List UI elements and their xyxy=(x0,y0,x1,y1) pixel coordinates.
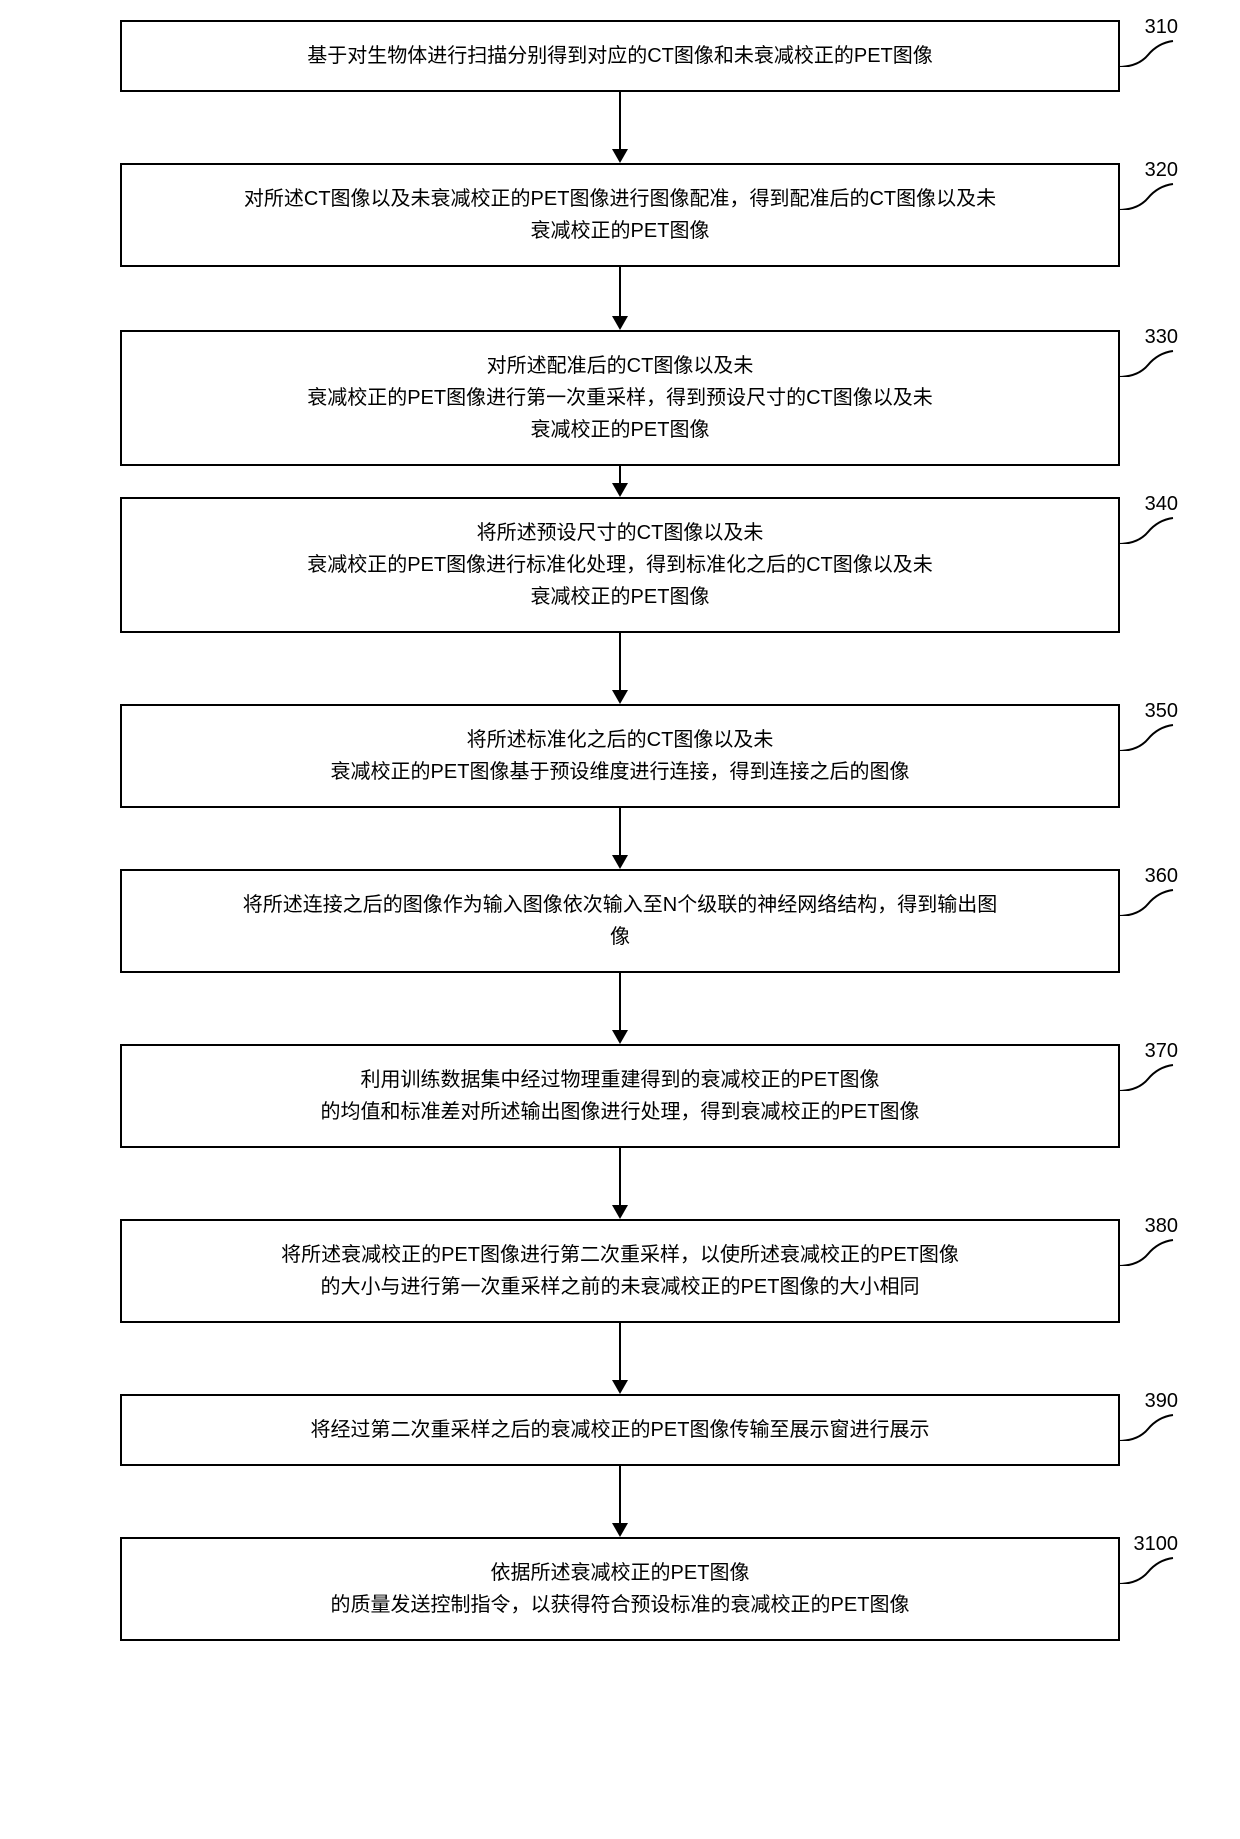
step-350-wrapper: 将所述标准化之后的CT图像以及未衰减校正的PET图像基于预设维度进行连接，得到连… xyxy=(70,704,1170,869)
arrow-down-icon xyxy=(612,973,628,1044)
step-360-text-line: 将所述连接之后的图像作为输入图像依次输入至N个级联的神经网络结构，得到输出图 xyxy=(243,889,997,921)
callout-curve-icon xyxy=(1118,1236,1178,1266)
step-340-label: 340 xyxy=(1145,493,1178,516)
step-370-box: 利用训练数据集中经过物理重建得到的衰减校正的PET图像的均值和标准差对所述输出图… xyxy=(120,1044,1120,1148)
step-3100-box: 依据所述衰减校正的PET图像的质量发送控制指令，以获得符合预设标准的衰减校正的P… xyxy=(120,1537,1120,1641)
flowchart-container: 基于对生物体进行扫描分别得到对应的CT图像和未衰减校正的PET图像310 对所述C… xyxy=(70,20,1170,1641)
arrow-shaft xyxy=(619,973,621,1031)
step-350-label-callout: 350 xyxy=(1118,700,1178,751)
arrow-shaft xyxy=(619,633,621,691)
step-370-text-line: 利用训练数据集中经过物理重建得到的衰减校正的PET图像 xyxy=(361,1064,880,1096)
step-380-text-line: 的大小与进行第一次重采样之前的未衰减校正的PET图像的大小相同 xyxy=(321,1271,920,1303)
step-360-box: 将所述连接之后的图像作为输入图像依次输入至N个级联的神经网络结构，得到输出图像3… xyxy=(120,869,1120,973)
step-320-box: 对所述CT图像以及未衰减校正的PET图像进行图像配准，得到配准后的CT图像以及未… xyxy=(120,163,1120,267)
arrow-head xyxy=(612,1030,628,1044)
step-380-box: 将所述衰减校正的PET图像进行第二次重采样，以使所述衰减校正的PET图像的大小与… xyxy=(120,1219,1120,1323)
callout-curve-icon xyxy=(1118,886,1178,916)
step-310-text-line: 基于对生物体进行扫描分别得到对应的CT图像和未衰减校正的PET图像 xyxy=(307,40,933,72)
step-340-label-callout: 340 xyxy=(1118,493,1178,544)
arrow-head xyxy=(612,690,628,704)
arrow-head xyxy=(612,149,628,163)
arrow-shaft xyxy=(619,1148,621,1206)
arrow-down-icon xyxy=(612,1323,628,1394)
arrow-down-icon xyxy=(612,466,628,497)
callout-curve-icon xyxy=(1118,37,1178,67)
arrow-shaft xyxy=(619,466,621,484)
step-320-text-line: 对所述CT图像以及未衰减校正的PET图像进行图像配准，得到配准后的CT图像以及未 xyxy=(244,183,996,215)
step-350-label: 350 xyxy=(1145,700,1178,723)
arrow-down-icon xyxy=(612,633,628,704)
callout-curve-icon xyxy=(1118,721,1178,751)
arrow-down-icon xyxy=(612,1466,628,1537)
step-350-box: 将所述标准化之后的CT图像以及未衰减校正的PET图像基于预设维度进行连接，得到连… xyxy=(120,704,1120,808)
arrow-head xyxy=(612,1523,628,1537)
step-3100-wrapper: 依据所述衰减校正的PET图像的质量发送控制指令，以获得符合预设标准的衰减校正的P… xyxy=(70,1537,1170,1641)
step-390-label: 390 xyxy=(1145,1390,1178,1413)
step-320-label-callout: 320 xyxy=(1118,159,1178,210)
step-3100-text-line: 依据所述衰减校正的PET图像 xyxy=(491,1557,750,1589)
step-390-box: 将经过第二次重采样之后的衰减校正的PET图像传输至展示窗进行展示390 xyxy=(120,1394,1120,1466)
arrow-down-icon xyxy=(612,92,628,163)
callout-curve-icon xyxy=(1118,1554,1178,1584)
arrow-down-icon xyxy=(612,1148,628,1219)
arrow-down-icon xyxy=(612,267,628,330)
step-370-wrapper: 利用训练数据集中经过物理重建得到的衰减校正的PET图像的均值和标准差对所述输出图… xyxy=(70,1044,1170,1219)
arrow-down-icon xyxy=(612,808,628,869)
step-350-text-line: 衰减校正的PET图像基于预设维度进行连接，得到连接之后的图像 xyxy=(331,756,910,788)
step-340-text-line: 衰减校正的PET图像 xyxy=(531,581,710,613)
arrow-head xyxy=(612,1205,628,1219)
step-390-wrapper: 将经过第二次重采样之后的衰减校正的PET图像传输至展示窗进行展示390 xyxy=(70,1394,1170,1537)
step-380-label-callout: 380 xyxy=(1118,1215,1178,1266)
callout-curve-icon xyxy=(1118,1411,1178,1441)
step-3100-label: 3100 xyxy=(1134,1533,1179,1556)
step-380-text-line: 将所述衰减校正的PET图像进行第二次重采样，以使所述衰减校正的PET图像 xyxy=(281,1239,959,1271)
step-360-label-callout: 360 xyxy=(1118,865,1178,916)
step-340-text-line: 衰减校正的PET图像进行标准化处理，得到标准化之后的CT图像以及未 xyxy=(307,549,933,581)
step-3100-label-callout: 3100 xyxy=(1118,1533,1178,1584)
step-310-label: 310 xyxy=(1145,16,1178,39)
arrow-head xyxy=(612,1380,628,1394)
step-370-label-callout: 370 xyxy=(1118,1040,1178,1091)
arrow-shaft xyxy=(619,1323,621,1381)
arrow-shaft xyxy=(619,267,621,317)
callout-curve-icon xyxy=(1118,1061,1178,1091)
step-320-label: 320 xyxy=(1145,159,1178,182)
arrow-head xyxy=(612,483,628,497)
step-320-wrapper: 对所述CT图像以及未衰减校正的PET图像进行图像配准，得到配准后的CT图像以及未… xyxy=(70,163,1170,330)
arrow-shaft xyxy=(619,1466,621,1524)
step-340-wrapper: 将所述预设尺寸的CT图像以及未衰减校正的PET图像进行标准化处理，得到标准化之后… xyxy=(70,497,1170,704)
arrow-head xyxy=(612,855,628,869)
step-390-label-callout: 390 xyxy=(1118,1390,1178,1441)
callout-curve-icon xyxy=(1118,514,1178,544)
arrow-head xyxy=(612,316,628,330)
step-380-label: 380 xyxy=(1145,1215,1178,1238)
step-360-label: 360 xyxy=(1145,865,1178,888)
arrow-shaft xyxy=(619,808,621,856)
step-330-label: 330 xyxy=(1145,326,1178,349)
callout-curve-icon xyxy=(1118,347,1178,377)
step-310-label-callout: 310 xyxy=(1118,16,1178,67)
callout-curve-icon xyxy=(1118,180,1178,210)
step-390-text-line: 将经过第二次重采样之后的衰减校正的PET图像传输至展示窗进行展示 xyxy=(311,1414,930,1446)
arrow-shaft xyxy=(619,92,621,150)
step-340-text-line: 将所述预设尺寸的CT图像以及未 xyxy=(477,517,764,549)
step-330-text-line: 对所述配准后的CT图像以及未 xyxy=(487,350,754,382)
step-360-wrapper: 将所述连接之后的图像作为输入图像依次输入至N个级联的神经网络结构，得到输出图像3… xyxy=(70,869,1170,1044)
step-320-text-line: 衰减校正的PET图像 xyxy=(531,215,710,247)
step-330-text-line: 衰减校正的PET图像 xyxy=(531,414,710,446)
step-350-text-line: 将所述标准化之后的CT图像以及未 xyxy=(467,724,774,756)
step-3100-text-line: 的质量发送控制指令，以获得符合预设标准的衰减校正的PET图像 xyxy=(331,1589,910,1621)
step-330-label-callout: 330 xyxy=(1118,326,1178,377)
step-330-wrapper: 对所述配准后的CT图像以及未衰减校正的PET图像进行第一次重采样，得到预设尺寸的… xyxy=(70,330,1170,497)
step-330-text-line: 衰减校正的PET图像进行第一次重采样，得到预设尺寸的CT图像以及未 xyxy=(307,382,933,414)
step-370-text-line: 的均值和标准差对所述输出图像进行处理，得到衰减校正的PET图像 xyxy=(321,1096,920,1128)
step-330-box: 对所述配准后的CT图像以及未衰减校正的PET图像进行第一次重采样，得到预设尺寸的… xyxy=(120,330,1120,466)
step-370-label: 370 xyxy=(1145,1040,1178,1063)
step-380-wrapper: 将所述衰减校正的PET图像进行第二次重采样，以使所述衰减校正的PET图像的大小与… xyxy=(70,1219,1170,1394)
step-310-box: 基于对生物体进行扫描分别得到对应的CT图像和未衰减校正的PET图像310 xyxy=(120,20,1120,92)
step-360-text-line: 像 xyxy=(610,921,630,953)
step-340-box: 将所述预设尺寸的CT图像以及未衰减校正的PET图像进行标准化处理，得到标准化之后… xyxy=(120,497,1120,633)
step-310-wrapper: 基于对生物体进行扫描分别得到对应的CT图像和未衰减校正的PET图像310 xyxy=(70,20,1170,163)
